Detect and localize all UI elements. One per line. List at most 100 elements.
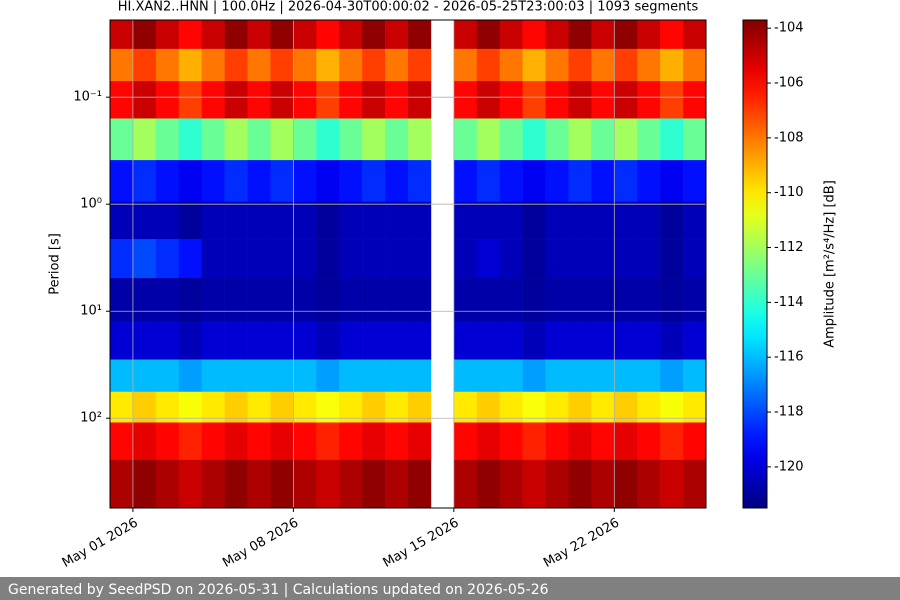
heatmap-cell bbox=[476, 201, 500, 240]
heatmap-cell bbox=[660, 359, 684, 393]
heatmap-cell bbox=[247, 81, 271, 119]
heatmap-cell bbox=[155, 201, 180, 240]
heatmap-cell bbox=[247, 160, 271, 203]
heatmap-cell bbox=[614, 422, 638, 461]
heatmap-cell bbox=[362, 48, 386, 82]
y-tick-label: 10⁰ bbox=[80, 197, 102, 212]
heatmap-cell bbox=[132, 118, 157, 161]
heatmap-cell bbox=[522, 48, 546, 82]
heatmap-cell bbox=[132, 278, 157, 323]
heatmap-cell bbox=[453, 459, 478, 509]
heatmap-cell bbox=[339, 359, 363, 393]
footer-bar bbox=[0, 577, 900, 600]
heatmap-cell bbox=[270, 81, 294, 119]
heatmap-cell bbox=[339, 239, 363, 279]
heatmap-cell bbox=[270, 239, 294, 279]
heatmap-cell bbox=[110, 201, 134, 240]
heatmap-cell bbox=[362, 391, 386, 423]
heatmap-cell bbox=[270, 118, 294, 161]
heatmap-cell bbox=[224, 160, 248, 203]
heatmap-cell bbox=[499, 278, 523, 323]
heatmap-cell bbox=[224, 422, 248, 461]
heatmap-cell bbox=[522, 322, 546, 360]
heatmap-cell bbox=[614, 391, 638, 423]
heatmap-cell bbox=[385, 48, 409, 82]
heatmap-cell bbox=[362, 160, 386, 203]
heatmap-cell bbox=[110, 20, 134, 50]
heatmap-cell bbox=[316, 160, 340, 203]
heatmap-cell bbox=[178, 459, 202, 509]
heatmap-cell bbox=[476, 391, 500, 423]
heatmap-cell bbox=[683, 422, 707, 461]
heatmap-cell bbox=[591, 81, 615, 119]
heatmap-cell bbox=[293, 239, 317, 279]
heatmap-cell bbox=[453, 278, 478, 323]
heatmap-cell bbox=[293, 201, 317, 240]
heatmap-cell bbox=[568, 459, 592, 509]
heatmap-cell bbox=[683, 81, 707, 119]
heatmap-cell bbox=[178, 118, 202, 161]
heatmap-cell bbox=[499, 160, 523, 203]
heatmap-cell bbox=[385, 322, 409, 360]
heatmap-cell bbox=[545, 359, 569, 393]
heatmap-cell bbox=[683, 48, 707, 82]
heatmap-cell bbox=[178, 239, 202, 279]
heatmap-cell bbox=[591, 20, 615, 50]
heatmap-cell bbox=[155, 48, 180, 82]
heatmap-cell bbox=[476, 359, 500, 393]
heatmap-cell bbox=[316, 239, 340, 279]
heatmap-cell bbox=[110, 278, 134, 323]
colorbar-tick-label: -108 bbox=[774, 130, 804, 145]
heatmap-cell bbox=[155, 118, 180, 161]
heatmap-cell bbox=[385, 160, 409, 203]
heatmap-cell bbox=[614, 118, 638, 161]
colorbar-tick-label: -110 bbox=[774, 185, 804, 200]
heatmap-cell bbox=[591, 201, 615, 240]
heatmap-cell bbox=[110, 160, 134, 203]
heatmap-cell bbox=[362, 239, 386, 279]
heatmap-cell bbox=[247, 359, 271, 393]
heatmap-cell bbox=[247, 459, 271, 509]
heatmap-cell bbox=[476, 278, 500, 323]
heatmap-cell bbox=[408, 459, 432, 509]
heatmap-cell bbox=[224, 20, 248, 50]
heatmap-cell bbox=[591, 278, 615, 323]
heatmap-cell bbox=[201, 278, 225, 323]
heatmap-cell bbox=[614, 459, 638, 509]
heatmap-cell bbox=[132, 48, 157, 82]
heatmap-cell bbox=[614, 160, 638, 203]
y-tick-label: 10⁻¹ bbox=[73, 90, 102, 105]
x-tick-label: May 08 2026 bbox=[220, 516, 301, 571]
heatmap-cell bbox=[247, 391, 271, 423]
heatmap-cell bbox=[110, 359, 134, 393]
heatmap-cell bbox=[499, 239, 523, 279]
heatmap-cell bbox=[339, 322, 363, 360]
heatmap-cell bbox=[132, 239, 157, 279]
heatmap-cell bbox=[316, 48, 340, 82]
heatmap-cell bbox=[408, 48, 432, 82]
heatmap-cell bbox=[637, 201, 661, 240]
heatmap-cell bbox=[339, 20, 363, 50]
heatmap-cell bbox=[316, 322, 340, 360]
y-tick-label: 10² bbox=[80, 411, 102, 426]
colorbar-label: Amplitude [m²/s⁴/Hz] [dB] bbox=[823, 180, 838, 348]
heatmap-cell bbox=[224, 239, 248, 279]
heatmap-cell bbox=[637, 459, 661, 509]
heatmap-cell bbox=[499, 201, 523, 240]
heatmap-cell bbox=[201, 459, 225, 509]
heatmap-cell bbox=[132, 359, 157, 393]
heatmap-cell bbox=[362, 459, 386, 509]
heatmap-cell bbox=[385, 278, 409, 323]
heatmap-cell bbox=[201, 201, 225, 240]
heatmap-cell bbox=[545, 459, 569, 509]
heatmap-cell bbox=[247, 201, 271, 240]
heatmap-cell bbox=[132, 20, 157, 50]
heatmap-cell bbox=[339, 459, 363, 509]
heatmap-cell bbox=[132, 422, 157, 461]
heatmap-cell bbox=[614, 201, 638, 240]
heatmap-cell bbox=[660, 322, 684, 360]
heatmap-cell bbox=[568, 160, 592, 203]
heatmap-cell bbox=[522, 239, 546, 279]
y-tick-label: 10¹ bbox=[80, 304, 102, 319]
